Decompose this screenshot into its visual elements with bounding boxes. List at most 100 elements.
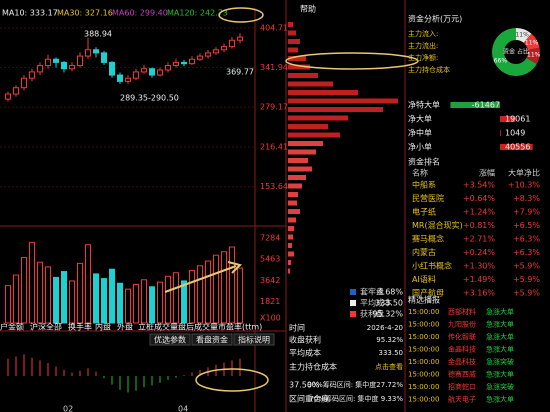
rank-title: 资金排名	[408, 157, 440, 167]
tab[interactable]: 沪深全部	[30, 322, 62, 332]
news-cell: 急涨大单	[486, 307, 514, 316]
date: 04	[178, 405, 188, 412]
button-bg[interactable]	[149, 333, 191, 346]
date: 02	[63, 405, 73, 412]
tab[interactable]: 户金额	[0, 322, 24, 332]
flow-bar	[450, 102, 500, 108]
ma-label: MA30: 327.16	[57, 9, 113, 18]
tab[interactable]: 换手率	[68, 322, 92, 332]
news-cell: 急涨大单	[486, 395, 514, 404]
donut-label: 11%	[527, 52, 541, 59]
chip-bar	[288, 217, 296, 223]
chip-bar	[288, 22, 293, 27]
rank-cell[interactable]: MR(混合现实)	[412, 220, 463, 230]
candle-body	[21, 77, 27, 89]
annotation: 289.35-290.50	[120, 94, 179, 103]
volume-tick-label: 5463	[260, 255, 280, 264]
volume-unit: X100	[260, 314, 281, 323]
rank-cell: +10.3%	[508, 181, 541, 190]
chip-bar	[288, 141, 323, 146]
rank-cell[interactable]: AI语料	[412, 274, 436, 284]
volume-bar	[125, 288, 131, 324]
candle-body	[53, 58, 59, 63]
chip-bar	[288, 39, 300, 44]
price-tick-label: 216.41	[260, 142, 288, 151]
news-cell: 急涨大单	[486, 332, 514, 341]
rank-cell[interactable]: 电子纸	[412, 207, 436, 217]
rank-cell[interactable]: 国产航母	[412, 288, 444, 298]
news-cell: 15:00:00	[408, 358, 439, 366]
chip-bar	[288, 149, 316, 155]
chip-bar	[288, 192, 298, 197]
volume-bar	[61, 271, 67, 324]
price-tick-label: 279.17	[260, 103, 288, 112]
info-value: 333.50	[379, 349, 404, 357]
info-value: 点击查看	[375, 362, 403, 371]
rank-cell[interactable]: 赛马概念	[412, 234, 444, 244]
highlight	[218, 7, 264, 23]
rank-cell[interactable]: 中船系	[412, 180, 436, 190]
flow-bar	[500, 116, 516, 122]
news-cell: 急涨大单	[486, 320, 514, 329]
rank-cell: +2.71%	[463, 235, 496, 244]
title: 资金分析(万元)	[408, 14, 462, 24]
legend-value: 4.68%	[378, 288, 404, 297]
news-title: 精选播报	[408, 295, 440, 305]
volume-bar	[157, 281, 163, 324]
candle-body	[61, 61, 67, 70]
chip-bar	[288, 124, 328, 129]
rank-cell: +3.54%	[463, 181, 496, 190]
rank-header: 大单净比	[508, 168, 540, 178]
legend-name: 平均成本	[360, 298, 392, 308]
candle-body	[77, 55, 83, 67]
volume-bar	[229, 246, 235, 324]
flow-line: 主力流出:	[408, 41, 438, 50]
tab[interactable]: 立桩成交量	[138, 322, 178, 332]
info-label: 37.50%	[289, 381, 320, 390]
highlight	[195, 368, 269, 392]
news-cell: 15:00:00	[408, 396, 439, 404]
help[interactable]: 帮助	[300, 4, 316, 14]
candle-body	[101, 52, 107, 63]
tab[interactable]: 盘后成交量	[178, 322, 218, 332]
chip-bar	[288, 209, 300, 214]
rank-cell[interactable]: 小红书概念	[412, 261, 452, 271]
donut-slice	[516, 28, 532, 43]
volume-bar	[5, 285, 11, 324]
rank-cell: +5.9%	[513, 262, 540, 271]
chip-bar	[288, 47, 298, 53]
candle-body	[157, 69, 163, 76]
button[interactable]: 看盘资金	[196, 335, 228, 345]
rank-cell: +5.9%	[513, 275, 540, 284]
candle-body	[29, 71, 35, 79]
tab[interactable]: 市盈率(ttm)	[218, 322, 262, 332]
rank-cell: +1.30%	[463, 262, 496, 271]
info-value: 2026-4-20	[367, 324, 403, 332]
chip-bar	[288, 98, 398, 104]
volume-bar	[93, 273, 99, 324]
donut-slice	[492, 28, 537, 76]
volume-bar	[45, 266, 51, 324]
button-bg[interactable]	[191, 333, 233, 346]
button[interactable]: 优选参数	[154, 335, 186, 345]
volume-tick-label: 3642	[260, 276, 280, 285]
candle-body	[45, 58, 51, 67]
tab[interactable]: 内盘	[95, 322, 111, 332]
candle-body	[117, 74, 123, 82]
news-cell: 航天电子	[448, 395, 476, 404]
volume-bar	[109, 268, 115, 324]
news-cell: 金晶科技	[448, 357, 476, 366]
tab[interactable]: 外盘	[117, 322, 133, 332]
button[interactable]: 指标说明	[238, 335, 270, 345]
rank-cell[interactable]: 内蒙古	[412, 247, 436, 257]
flow-name: 净大单	[408, 114, 432, 124]
flow-line: 主力净额:	[408, 53, 438, 62]
volume-bar	[117, 282, 123, 324]
volume-bar	[173, 272, 179, 324]
donut-label: 11%	[525, 40, 539, 47]
button-bg[interactable]	[233, 333, 275, 346]
volume-bar	[21, 257, 27, 324]
chip-bar	[288, 90, 358, 95]
rank-cell[interactable]: 民营医院	[412, 193, 444, 203]
